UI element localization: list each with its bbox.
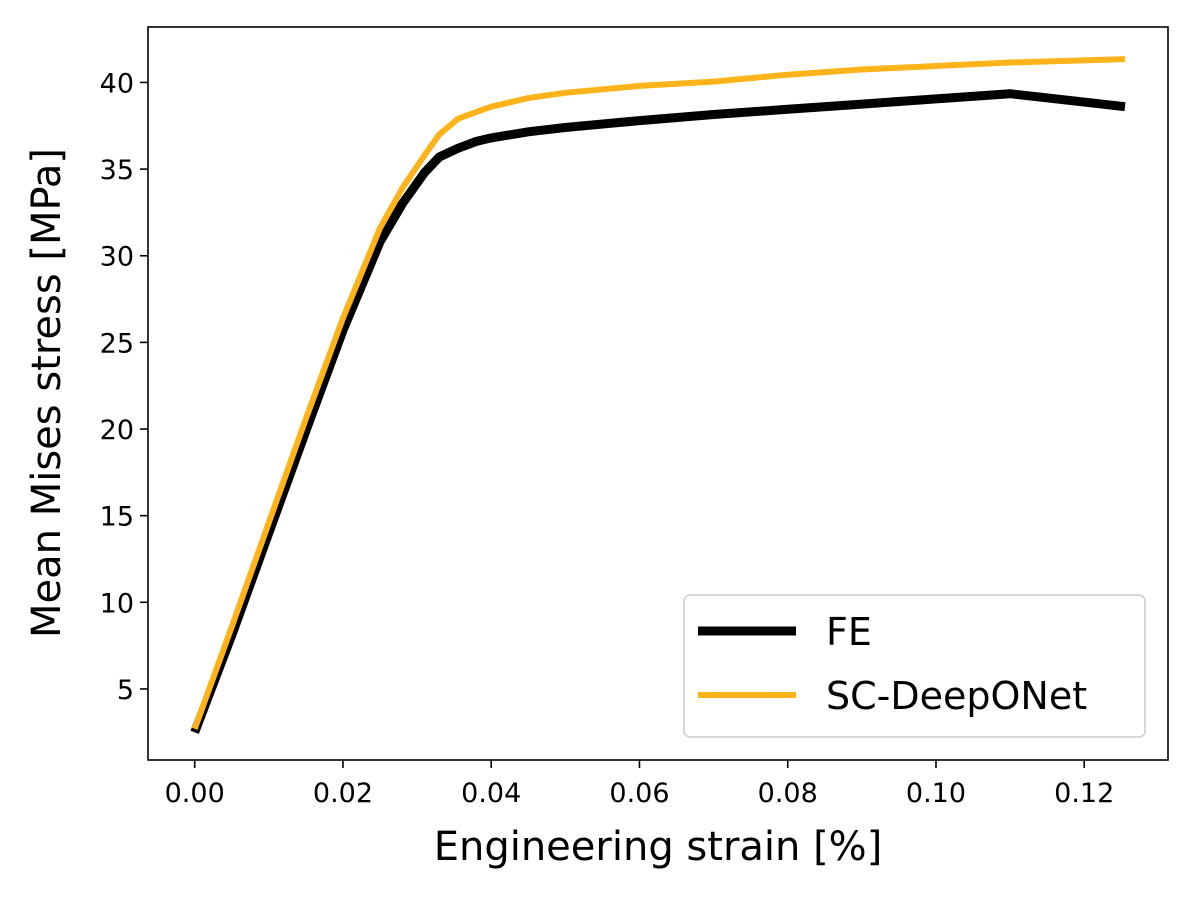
legend-box: [683, 594, 1146, 738]
y-tick-label: 10: [100, 588, 134, 619]
x-tick-label: 0.02: [313, 778, 373, 809]
y-tick-label: 30: [100, 242, 134, 273]
legend-label-fe: FE: [826, 610, 872, 654]
x-tick-label: 0.08: [758, 778, 818, 809]
y-tick-label: 40: [100, 68, 134, 99]
y-tick-label: 25: [100, 328, 134, 359]
series-line-fe: [190, 89, 1126, 734]
y-tick-label: 15: [100, 502, 134, 533]
ticks-layer: 0.00 0.02 0.04 0.06 0.08 0.10 0.12 5 10 15 20 25 30 3…: [100, 68, 1115, 809]
y-tick-label: 5: [117, 675, 134, 706]
x-tick-label: 0.06: [609, 778, 669, 809]
x-tick-label: 0.12: [1054, 778, 1114, 809]
plot-frame: [147, 26, 1169, 761]
y-tick-label: 20: [100, 415, 134, 446]
y-axis-label: Mean Mises stress [MPa]: [24, 148, 70, 638]
y-tick-label: 35: [100, 155, 134, 186]
legend: FE SC-DeepONet: [683, 594, 1146, 738]
x-tick-label: 0.00: [165, 778, 225, 809]
x-axis-label: Engineering strain [%]: [434, 824, 883, 870]
x-tick-label: 0.10: [906, 778, 966, 809]
series-layer: [190, 56, 1126, 734]
series-line-sc-deeponet: [191, 56, 1126, 730]
legend-label-sc-deeponet: SC-DeepONet: [826, 674, 1087, 718]
x-tick-label: 0.04: [461, 778, 521, 809]
